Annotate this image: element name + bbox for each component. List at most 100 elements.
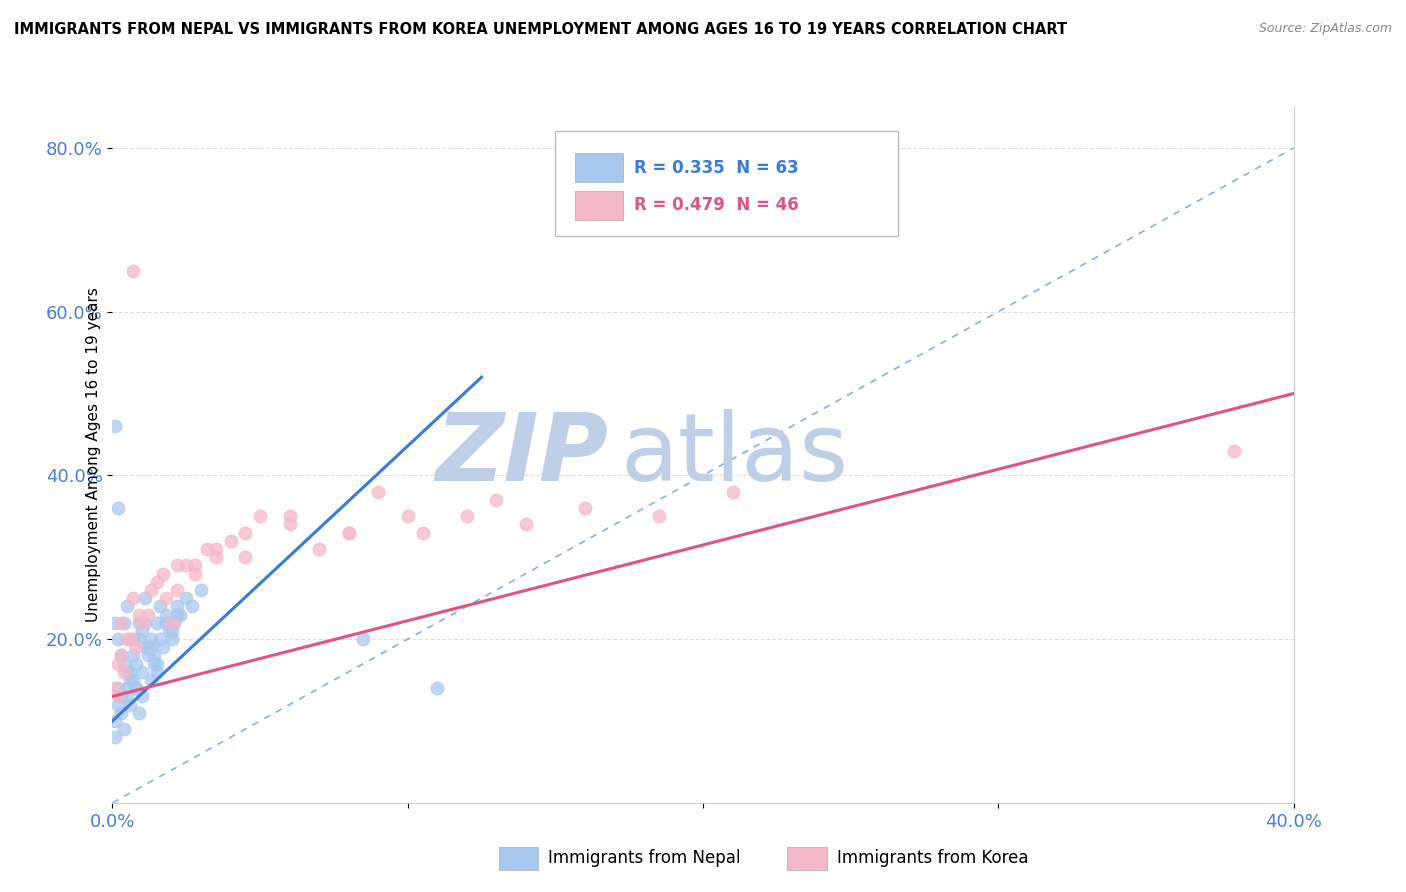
Point — [142, 657, 165, 671]
Point — [647, 509, 671, 524]
Point — [721, 484, 744, 499]
Text: Immigrants from Korea: Immigrants from Korea — [837, 849, 1028, 867]
Point — [117, 665, 138, 679]
Point — [174, 591, 197, 606]
Point — [195, 542, 218, 557]
FancyBboxPatch shape — [575, 191, 623, 219]
Point — [142, 648, 165, 663]
Point — [396, 509, 419, 524]
Point — [117, 599, 138, 614]
Point — [122, 648, 145, 663]
Text: R = 0.335  N = 63: R = 0.335 N = 63 — [634, 159, 799, 177]
Point — [128, 706, 150, 720]
Point — [104, 714, 127, 728]
Point — [166, 599, 188, 614]
Point — [139, 640, 162, 655]
Point — [125, 681, 148, 696]
Point — [120, 673, 142, 687]
Point — [160, 624, 183, 638]
FancyBboxPatch shape — [575, 153, 623, 182]
Point — [125, 657, 148, 671]
Point — [120, 665, 142, 679]
Point — [107, 501, 129, 516]
Text: atlas: atlas — [620, 409, 849, 501]
Point — [278, 509, 301, 524]
Point — [146, 615, 169, 630]
Point — [160, 632, 183, 646]
Point — [125, 681, 148, 696]
Point — [233, 550, 256, 565]
Point — [110, 706, 132, 720]
Point — [112, 722, 135, 736]
Point — [205, 542, 228, 557]
Text: Source: ZipAtlas.com: Source: ZipAtlas.com — [1258, 22, 1392, 36]
Point — [110, 615, 132, 630]
Point — [112, 657, 135, 671]
Point — [146, 657, 169, 671]
Point — [352, 632, 374, 646]
Point — [117, 690, 138, 704]
Point — [426, 681, 449, 696]
Text: R = 0.479  N = 46: R = 0.479 N = 46 — [634, 196, 799, 214]
Point — [134, 615, 156, 630]
Point — [166, 607, 188, 622]
Point — [337, 525, 360, 540]
Point — [367, 484, 389, 499]
Point — [131, 690, 153, 704]
Point — [122, 632, 145, 646]
Point — [166, 558, 188, 573]
Point — [574, 501, 596, 516]
Point — [139, 673, 162, 687]
Point — [155, 591, 177, 606]
Point — [174, 558, 197, 573]
Y-axis label: Unemployment Among Ages 16 to 19 years: Unemployment Among Ages 16 to 19 years — [86, 287, 101, 623]
Point — [110, 648, 132, 663]
Point — [205, 550, 228, 565]
Point — [131, 624, 153, 638]
Point — [152, 640, 174, 655]
Point — [190, 582, 212, 597]
Point — [107, 657, 129, 671]
Point — [122, 591, 145, 606]
Point — [181, 599, 204, 614]
Point — [112, 665, 135, 679]
Point — [155, 607, 177, 622]
Point — [134, 640, 156, 655]
Point — [337, 525, 360, 540]
Point — [136, 640, 159, 655]
Point — [107, 698, 129, 712]
Point — [139, 582, 162, 597]
Point — [128, 607, 150, 622]
Text: ZIP: ZIP — [436, 409, 609, 501]
Point — [219, 533, 242, 548]
Point — [128, 632, 150, 646]
Point — [163, 615, 186, 630]
Point — [157, 624, 180, 638]
Point — [107, 632, 129, 646]
Point — [110, 648, 132, 663]
Point — [128, 615, 150, 630]
Point — [308, 542, 330, 557]
Point — [125, 640, 148, 655]
Point — [146, 574, 169, 589]
Point — [131, 615, 153, 630]
Point — [104, 731, 127, 745]
Point — [131, 665, 153, 679]
Point — [110, 690, 132, 704]
Point — [112, 615, 135, 630]
FancyBboxPatch shape — [555, 131, 898, 235]
Point — [1223, 443, 1246, 458]
Point — [485, 492, 508, 507]
Point — [233, 525, 256, 540]
Point — [120, 632, 142, 646]
Point — [122, 673, 145, 687]
Point — [117, 632, 138, 646]
Point — [120, 698, 142, 712]
Point — [184, 558, 207, 573]
Point — [136, 648, 159, 663]
Point — [152, 566, 174, 581]
Point — [139, 632, 162, 646]
Point — [134, 591, 156, 606]
Point — [160, 615, 183, 630]
Point — [122, 264, 145, 278]
